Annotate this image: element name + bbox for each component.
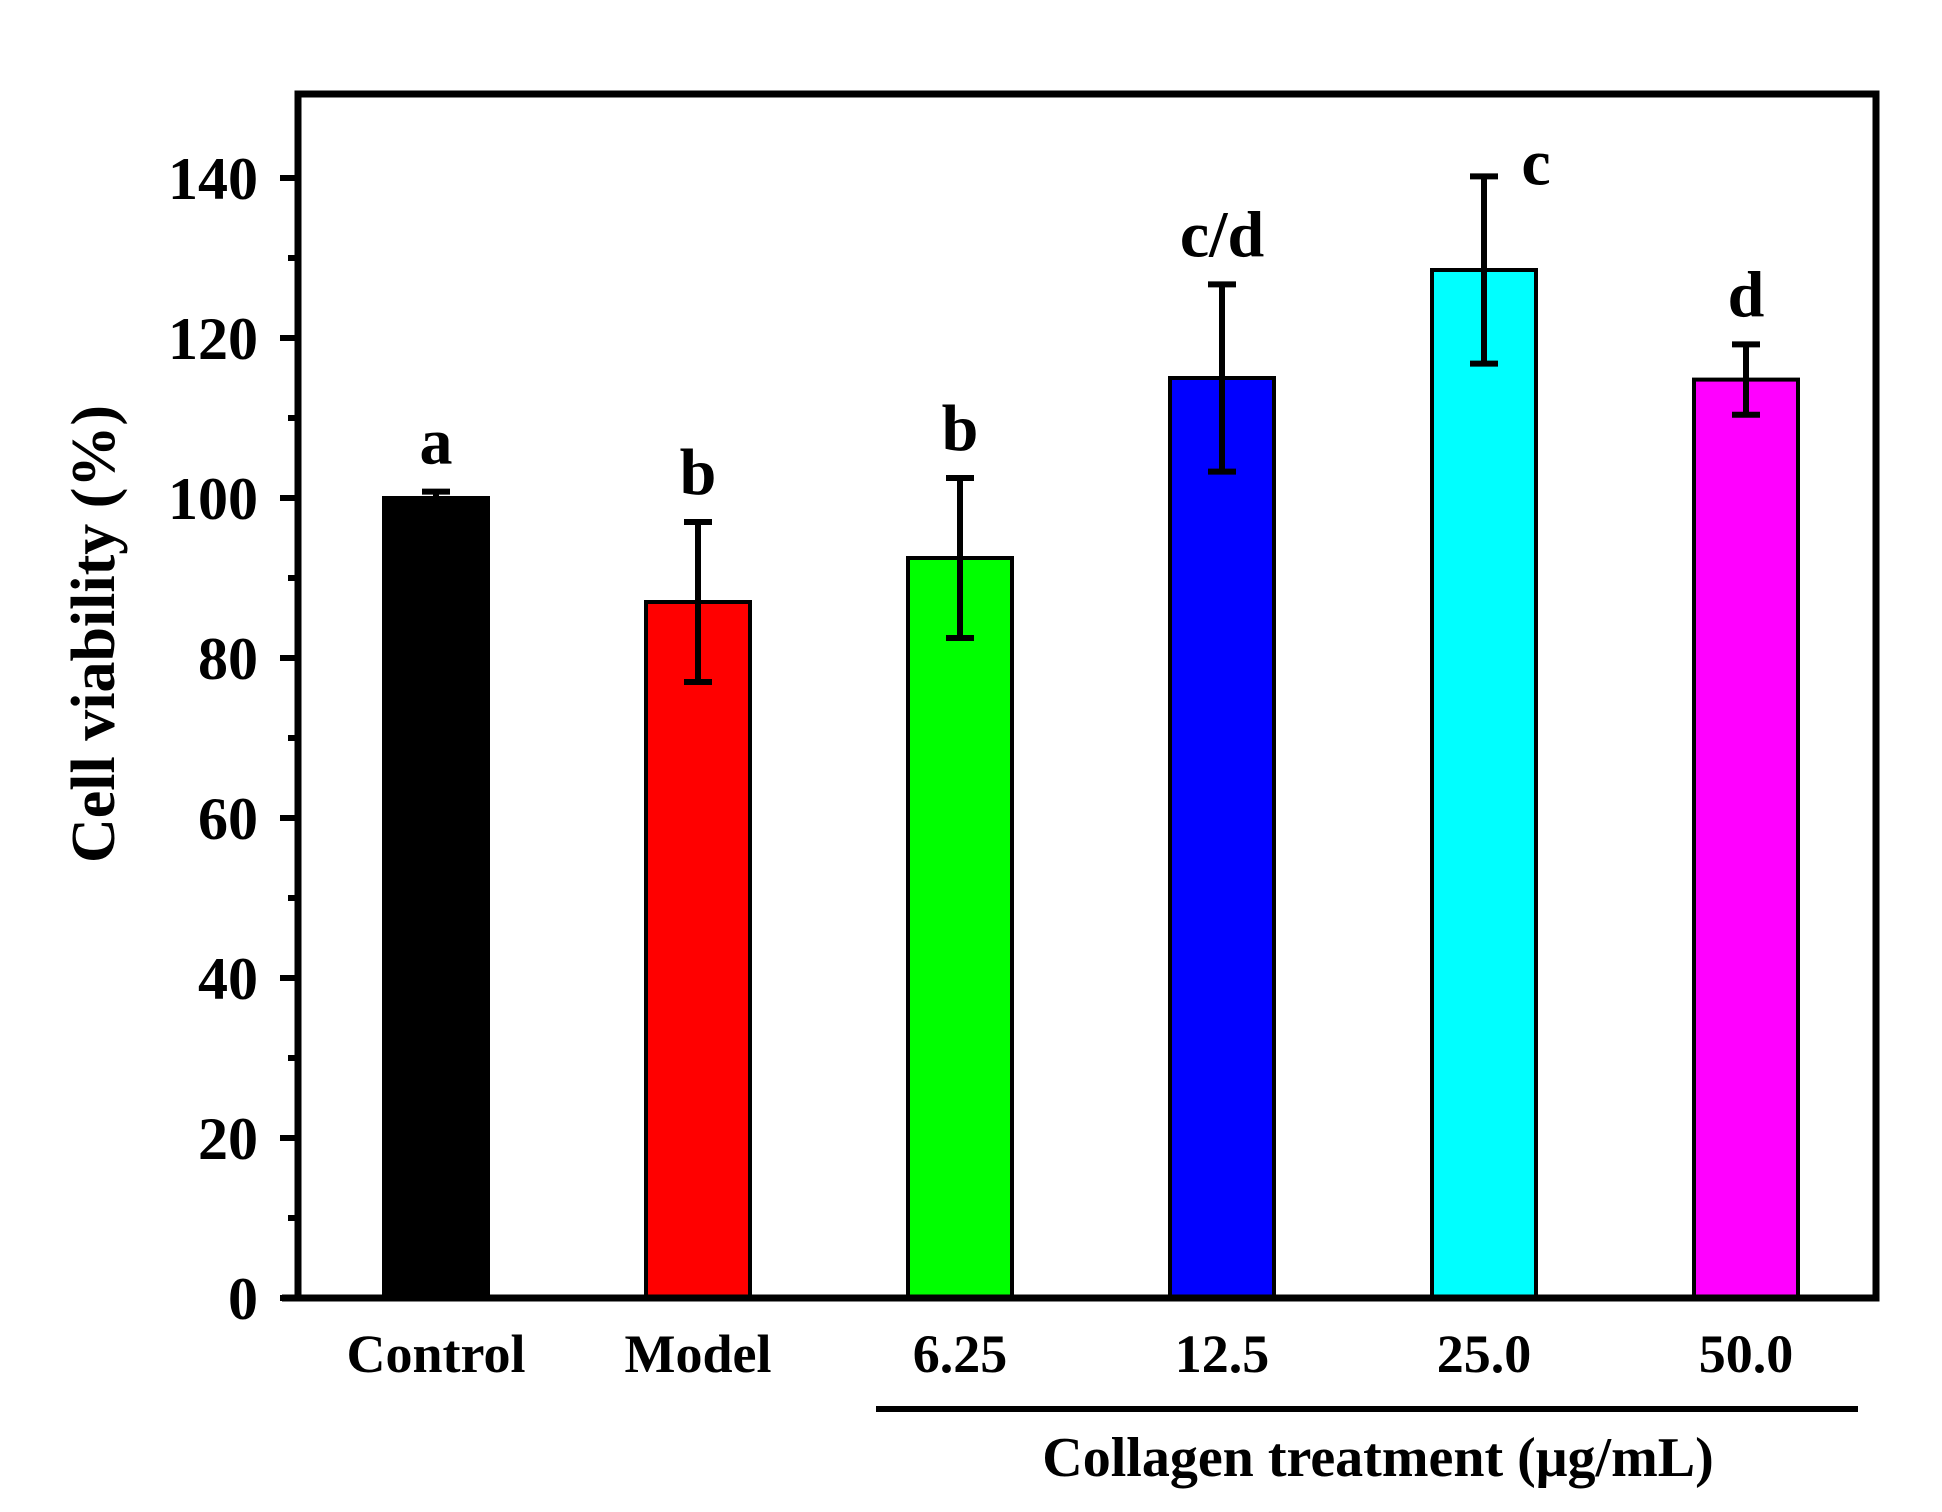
x-tick-label-3: 6.25 (913, 1324, 1008, 1384)
error-bars-layer (422, 173, 1760, 685)
bar-5 (1430, 268, 1538, 1300)
y-axis-title: Cell viability (%) (60, 405, 128, 863)
y-tick-label-80: 80 (198, 626, 258, 692)
bar-6 (1692, 377, 1800, 1301)
significance-label-2: b (680, 436, 717, 509)
y-tick-label-140: 140 (168, 146, 258, 212)
y-tick-label-40: 40 (198, 946, 258, 1012)
significance-label-5: c (1521, 126, 1550, 199)
x-tick-label-2: Model (625, 1324, 772, 1384)
y-tick-label-60: 60 (198, 786, 258, 852)
bar-1 (382, 496, 490, 1300)
bar-2 (644, 600, 752, 1300)
significance-labels-layer: a b b c/d c d (420, 126, 1765, 509)
significance-label-6: d (1728, 258, 1765, 331)
bars-layer (382, 268, 1800, 1301)
x-tick-label-1: Control (346, 1324, 525, 1384)
bar-3 (906, 556, 1014, 1300)
plot-frame (294, 90, 1880, 1302)
x-tick-label-5: 25.0 (1437, 1324, 1532, 1384)
significance-label-1: a (420, 406, 453, 479)
x-tick-label-6: 50.0 (1699, 1324, 1794, 1384)
significance-label-4: c/d (1180, 198, 1264, 271)
x-tick-labels-layer: Control Model 6.25 12.5 25.0 50.0 (346, 1324, 1793, 1384)
x-tick-label-4: 12.5 (1175, 1324, 1270, 1384)
y-tick-label-20: 20 (198, 1106, 258, 1172)
y-tick-label-120: 120 (168, 306, 258, 372)
y-ticks-layer (280, 175, 298, 1301)
y-tick-labels-layer: 0 20 40 60 80 100 120 140 (168, 146, 258, 1332)
y-tick-label-0: 0 (228, 1266, 258, 1332)
bar-4 (1168, 376, 1276, 1300)
y-tick-label-100: 100 (168, 466, 258, 532)
group-title: Collagen treatment (μg/mL) (1042, 1427, 1713, 1489)
significance-label-3: b (942, 392, 979, 465)
